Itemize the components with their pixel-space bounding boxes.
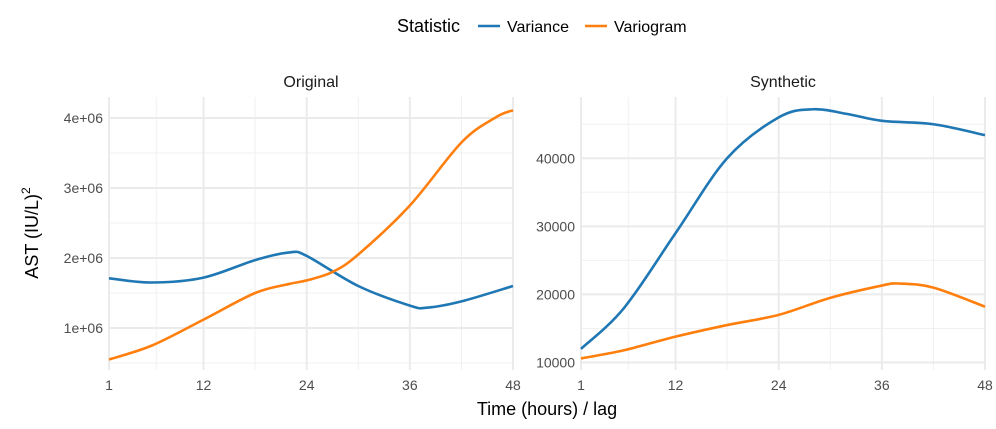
series-line-variogram [580,282,986,360]
legend: Statistic Variance Variogram [397,16,687,36]
x-tick-label: 48 [977,377,993,393]
x-tick-label: 36 [402,377,418,393]
panel-title: Synthetic [750,74,816,91]
series-line-variogram [108,109,514,361]
x-tick-label: 36 [874,377,890,393]
x-tick-label: 12 [196,377,212,393]
y-axis-label-text: AST (IU/L) [22,194,42,279]
legend-label-variance: Variance [507,19,569,36]
y-tick-label: 20000 [536,286,575,302]
y-axis-label-superscript: 2 [19,187,33,194]
series-line-variance [108,250,514,310]
y-tick-label: 1e+06 [64,320,104,336]
y-tick-label: 10000 [536,355,575,371]
x-tick-label: 1 [105,377,113,393]
x-tick-label: 24 [299,377,315,393]
panel-title: Original [283,74,338,91]
x-axis-label: Time (hours) / lag [477,399,617,419]
x-tick-label: 48 [505,377,521,393]
y-axis-label: AST (IU/L)2 [19,187,42,279]
panel-original: Original 1 12 24 36 48 1e+06 2e+06 3e+06 4e+06 [64,74,521,393]
series-line-variance [580,107,986,350]
y-tick-label: 30000 [536,218,575,234]
x-tick-label: 1 [577,377,585,393]
x-tick-label: 12 [668,377,684,393]
legend-title: Statistic [397,16,460,36]
y-tick-label: 2e+06 [64,250,104,266]
y-tick-label: 4e+06 [64,110,104,126]
legend-label-variogram: Variogram [614,19,687,36]
y-tick-label: 3e+06 [64,180,104,196]
x-tick-label: 24 [771,377,787,393]
panel-synthetic: Synthetic 1 12 24 36 48 10000 20000 30000 40000 [536,74,993,393]
y-tick-label: 40000 [536,150,575,166]
